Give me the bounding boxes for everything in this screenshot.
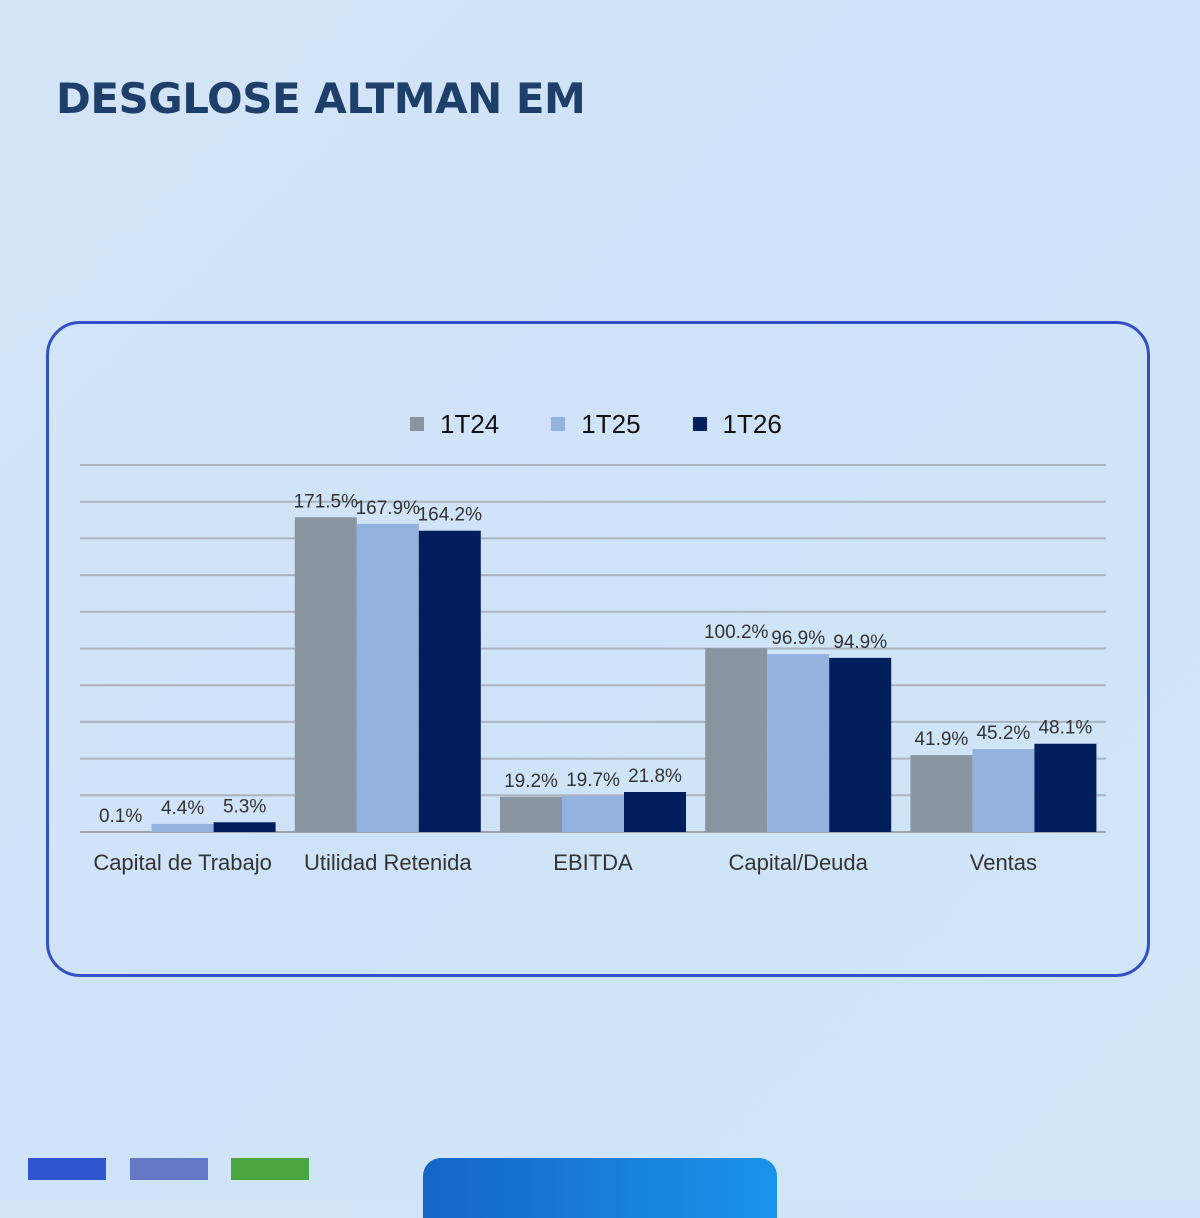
- bar-1t25: [562, 796, 624, 832]
- x-tick-label: Ventas: [970, 850, 1037, 875]
- data-label: 171.5%: [294, 491, 359, 512]
- decorative-bar-periwinkle: [130, 1158, 208, 1180]
- data-label: 94.9%: [833, 632, 887, 653]
- data-label: 5.3%: [223, 796, 266, 817]
- x-tick-label: Capital de Trabajo: [93, 850, 272, 875]
- x-tick-label: Utilidad Retenida: [304, 850, 472, 875]
- bar-1t25: [972, 749, 1034, 832]
- bar-1t26: [829, 658, 891, 832]
- decorative-bar-green: [231, 1158, 309, 1180]
- data-label: 41.9%: [914, 729, 968, 750]
- data-label: 0.1%: [99, 806, 142, 827]
- bottom-tab: [423, 1158, 777, 1218]
- data-label: 21.8%: [628, 766, 682, 787]
- bar-1t26: [1034, 744, 1096, 832]
- data-label: 45.2%: [976, 723, 1030, 744]
- bar-1t26: [624, 792, 686, 832]
- bar-1t24: [295, 517, 357, 832]
- bar-1t25: [152, 824, 214, 832]
- data-label: 96.9%: [771, 628, 825, 649]
- data-label: 164.2%: [418, 505, 483, 526]
- x-tick-label: Capital/Deuda: [728, 850, 868, 875]
- decorative-bar-blue: [28, 1158, 106, 1180]
- bar-1t26: [214, 822, 276, 832]
- bar-1t25: [767, 654, 829, 832]
- data-label: 4.4%: [161, 798, 204, 819]
- bar-1t26: [419, 531, 481, 832]
- bar-1t24: [500, 797, 562, 832]
- x-tick-label: EBITDA: [553, 850, 633, 875]
- data-label: 167.9%: [356, 498, 421, 519]
- data-label: 19.2%: [504, 771, 558, 792]
- data-label: 19.7%: [566, 770, 620, 791]
- bar-1t25: [357, 524, 419, 832]
- data-label: 100.2%: [704, 622, 769, 643]
- bar-1t24: [910, 755, 972, 832]
- bar-1t24: [705, 648, 767, 832]
- data-label: 48.1%: [1038, 718, 1092, 739]
